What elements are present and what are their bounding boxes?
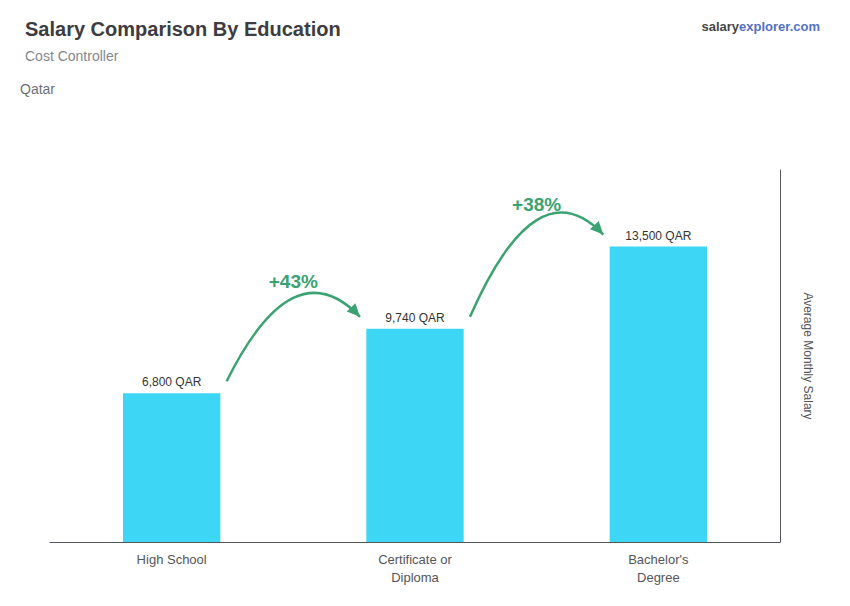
svg-text:Certificate or: Certificate or <box>378 552 452 567</box>
svg-text:Degree: Degree <box>637 570 680 585</box>
svg-text:Average Monthly Salary: Average Monthly Salary <box>801 292 815 419</box>
svg-text:Qatar: Qatar <box>20 81 55 97</box>
svg-text:explorer.com: explorer.com <box>739 19 820 34</box>
svg-text:6,800 QAR: 6,800 QAR <box>142 375 202 389</box>
svg-text:High School: High School <box>137 552 207 567</box>
svg-text:9,740 QAR: 9,740 QAR <box>385 311 445 325</box>
svg-text:Bachelor's: Bachelor's <box>628 552 689 567</box>
svg-text:13,500 QAR: 13,500 QAR <box>625 229 691 243</box>
svg-text:+43%: +43% <box>269 271 318 292</box>
svg-text:Cost Controller: Cost Controller <box>25 48 119 64</box>
svg-text:+38%: +38% <box>512 194 561 215</box>
svg-text:Diploma: Diploma <box>391 570 439 585</box>
svg-text:salary: salary <box>701 19 739 34</box>
svg-text:Salary Comparison By Education: Salary Comparison By Education <box>25 18 341 40</box>
